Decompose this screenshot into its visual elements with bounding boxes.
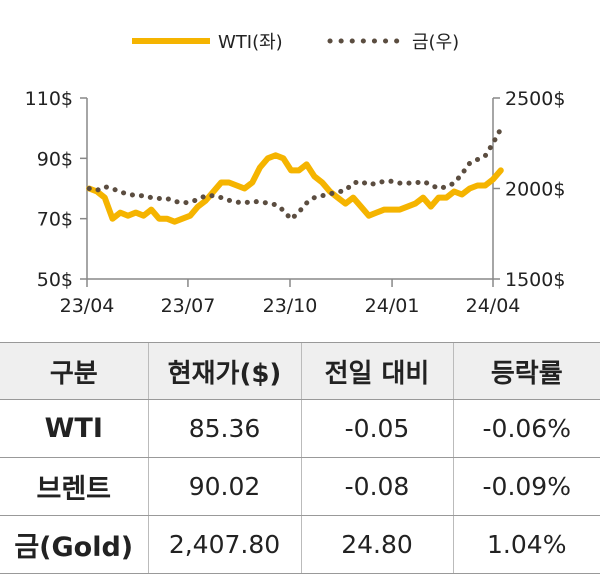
row-change: -0.08: [300, 457, 453, 516]
price-chart: WTI(좌) 금(우) 23/04 23/07 23/10 24/01 24/04 110…: [25, 32, 566, 317]
x-tick-label: 23/04: [60, 295, 115, 317]
y-left-tick-label: 110$: [25, 88, 73, 110]
x-tick-label: 23/07: [161, 295, 216, 317]
row-label: 금(Gold): [0, 515, 148, 574]
x-tick-label: 24/04: [466, 295, 521, 317]
row-label: WTI: [0, 399, 148, 458]
series-line-wti: [86, 152, 504, 225]
row-price: 90.02: [147, 457, 301, 516]
x-tick-label: 23/10: [263, 295, 318, 317]
chart-legend: WTI(좌) 금(우): [132, 32, 459, 53]
x-tick-label: 24/01: [365, 295, 420, 317]
row-price: 2,407.80: [147, 515, 301, 574]
row-change: -0.05: [300, 399, 453, 458]
header-category: 구분: [0, 342, 148, 400]
table-row: WTI 85.36 -0.05 -0.06%: [0, 399, 600, 458]
legend-label-wti: WTI(좌): [218, 32, 283, 53]
y-left-tick-label: 90$: [37, 148, 73, 170]
price-summary-table: 구분 현재가($) 전일 대비 등락률 WTI 85.36 -0.05 -0.0…: [0, 342, 600, 574]
header-current-price: 현재가($): [147, 342, 301, 400]
row-change-rate: -0.06%: [452, 399, 600, 458]
y-right-tick-label: 2500$: [505, 88, 565, 110]
row-change: 24.80: [300, 515, 453, 574]
row-change-rate: -0.09%: [452, 457, 600, 516]
chart-ticks: 23/04 23/07 23/10 24/01 24/04 110$ 90$ 70$ 50$ 25…: [25, 88, 566, 317]
header-change: 전일 대비: [300, 342, 453, 400]
row-price: 85.36: [147, 399, 301, 458]
legend-label-gold: 금(우): [412, 32, 459, 53]
y-right-tick-label: 2000$: [505, 179, 565, 201]
y-right-tick-label: 1500$: [505, 269, 565, 291]
y-left-tick-label: 70$: [37, 209, 73, 231]
row-change-rate: 1.04%: [452, 515, 600, 574]
table-header-row: 구분 현재가($) 전일 대비 등락률: [0, 342, 600, 400]
chart-axes: [86, 98, 494, 280]
table-row: 브렌트 90.02 -0.08 -0.09%: [0, 457, 600, 516]
series-line-gold: [86, 126, 504, 222]
row-label: 브렌트: [0, 457, 148, 516]
header-change-rate: 등락률: [452, 342, 600, 400]
chart-marks: [86, 126, 504, 225]
table-row: 금(Gold) 2,407.80 24.80 1.04%: [0, 515, 600, 574]
y-left-tick-label: 50$: [37, 269, 73, 291]
